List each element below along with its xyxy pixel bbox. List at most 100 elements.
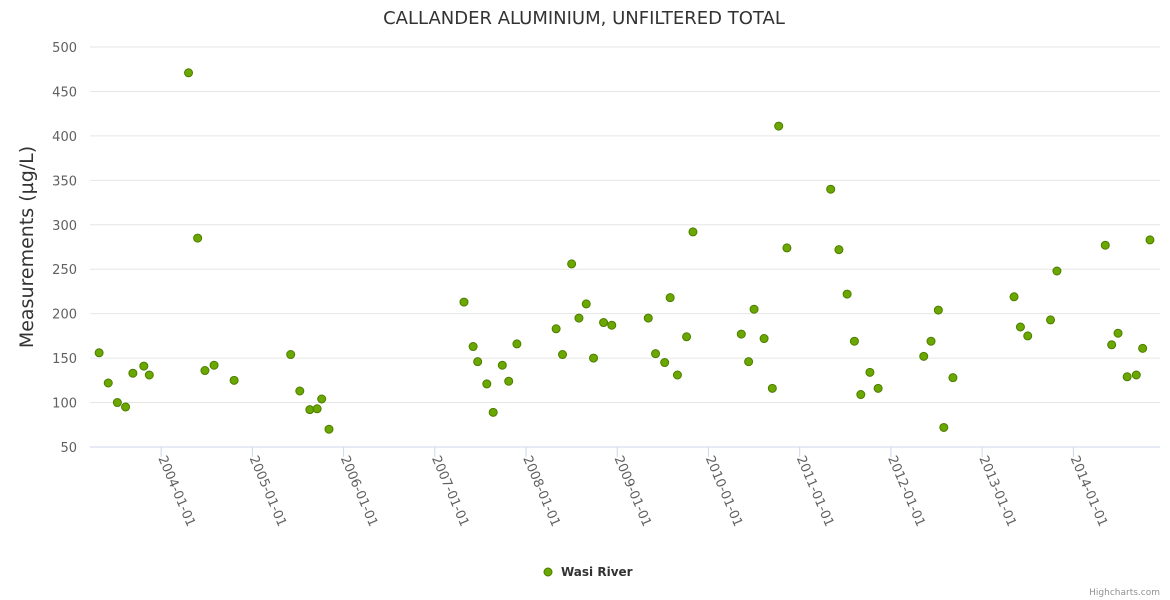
x-tick-label: 2007-01-01 [428, 454, 471, 529]
data-point[interactable] [184, 68, 194, 78]
data-point[interactable] [295, 386, 305, 396]
legend-label: Wasi River [561, 565, 633, 579]
data-point[interactable] [826, 184, 836, 194]
data-point[interactable] [651, 349, 661, 359]
data-point[interactable] [865, 367, 875, 377]
data-point[interactable] [834, 245, 844, 255]
x-tick-label: 2005-01-01 [246, 454, 289, 529]
y-tick-label: 100 [52, 397, 77, 412]
data-point[interactable] [229, 375, 239, 385]
data-point[interactable] [1113, 328, 1123, 338]
data-point[interactable] [1138, 343, 1148, 353]
data-point[interactable] [1145, 235, 1155, 245]
legend-item-wasi-river[interactable]: Wasi River [543, 565, 633, 579]
data-point[interactable] [558, 350, 568, 360]
data-point[interactable] [607, 320, 617, 330]
data-point[interactable] [759, 334, 769, 344]
data-point[interactable] [1009, 292, 1019, 302]
data-point[interactable] [939, 422, 949, 432]
data-point[interactable] [933, 305, 943, 315]
data-point[interactable] [599, 318, 609, 328]
data-point[interactable] [94, 348, 104, 358]
data-point[interactable] [767, 383, 777, 393]
data-point[interactable] [948, 373, 958, 383]
y-tick-label: 500 [52, 41, 77, 56]
data-point[interactable] [512, 339, 522, 349]
data-point[interactable] [749, 304, 759, 314]
data-point[interactable] [193, 233, 203, 243]
chart-title: CALLANDER ALUMINIUM, UNFILTERED TOTAL [383, 8, 785, 29]
data-point[interactable] [688, 227, 698, 237]
data-point[interactable] [139, 361, 149, 371]
data-point[interactable] [682, 332, 692, 342]
data-point[interactable] [121, 402, 131, 412]
x-tick-label: 2009-01-01 [611, 454, 654, 529]
data-point[interactable] [672, 370, 682, 380]
data-point[interactable] [782, 243, 792, 253]
data-point[interactable] [103, 378, 113, 388]
data-point[interactable] [736, 329, 746, 339]
x-tick-label: 2006-01-01 [337, 454, 380, 529]
y-tick-label: 300 [52, 219, 77, 234]
y-tick-label: 350 [52, 174, 77, 189]
data-point[interactable] [589, 353, 599, 363]
data-point[interactable] [144, 370, 154, 380]
x-tick-label: 2011-01-01 [793, 454, 836, 529]
data-point[interactable] [305, 405, 315, 415]
credits-link[interactable]: Highcharts.com [1089, 588, 1160, 598]
data-point[interactable] [660, 358, 670, 368]
data-point[interactable] [842, 289, 852, 299]
data-point[interactable] [1015, 322, 1025, 332]
data-point[interactable] [209, 360, 219, 370]
legend-marker [543, 567, 553, 577]
data-point[interactable] [488, 407, 498, 417]
data-point[interactable] [1052, 266, 1062, 276]
data-point[interactable] [128, 368, 138, 378]
data-point[interactable] [849, 336, 859, 346]
x-tick-label: 2008-01-01 [519, 454, 562, 529]
data-point[interactable] [504, 376, 514, 386]
x-tick-label: 2012-01-01 [884, 454, 927, 529]
data-point[interactable] [643, 313, 653, 323]
data-point[interactable] [324, 424, 334, 434]
data-point[interactable] [1046, 315, 1056, 325]
y-tick-label: 450 [52, 85, 77, 100]
data-point[interactable] [482, 379, 492, 389]
y-tick-label: 150 [52, 352, 77, 367]
data-point[interactable] [459, 297, 469, 307]
data-point[interactable] [581, 299, 591, 309]
data-point[interactable] [468, 342, 478, 352]
data-point[interactable] [1100, 240, 1110, 250]
data-point[interactable] [1131, 370, 1141, 380]
data-point[interactable] [551, 324, 561, 334]
data-point[interactable] [317, 394, 327, 404]
x-tick-label: 2004-01-01 [154, 454, 197, 529]
data-point[interactable] [856, 390, 866, 400]
data-point[interactable] [473, 357, 483, 367]
data-point[interactable] [919, 351, 929, 361]
y-tick-label: 250 [52, 263, 77, 278]
data-point[interactable] [873, 383, 883, 393]
data-point[interactable] [567, 259, 577, 269]
x-tick-label: 2010-01-01 [702, 454, 745, 529]
y-tick-label: 50 [60, 441, 77, 456]
x-tick-label: 2013-01-01 [975, 454, 1018, 529]
data-point[interactable] [744, 357, 754, 367]
data-point[interactable] [286, 350, 296, 360]
y-axis-title: Measurements (µg/L) [16, 146, 38, 348]
data-point[interactable] [574, 313, 584, 323]
y-tick-label: 200 [52, 308, 77, 323]
data-point[interactable] [926, 336, 936, 346]
data-point[interactable] [1122, 372, 1132, 382]
data-point[interactable] [1107, 340, 1117, 350]
data-point[interactable] [774, 121, 784, 131]
y-tick-label: 400 [52, 130, 77, 145]
data-point[interactable] [312, 404, 322, 414]
data-point[interactable] [112, 398, 122, 408]
data-point[interactable] [1023, 331, 1033, 341]
data-point[interactable] [497, 360, 507, 370]
data-point[interactable] [200, 366, 210, 376]
data-point[interactable] [665, 293, 675, 303]
